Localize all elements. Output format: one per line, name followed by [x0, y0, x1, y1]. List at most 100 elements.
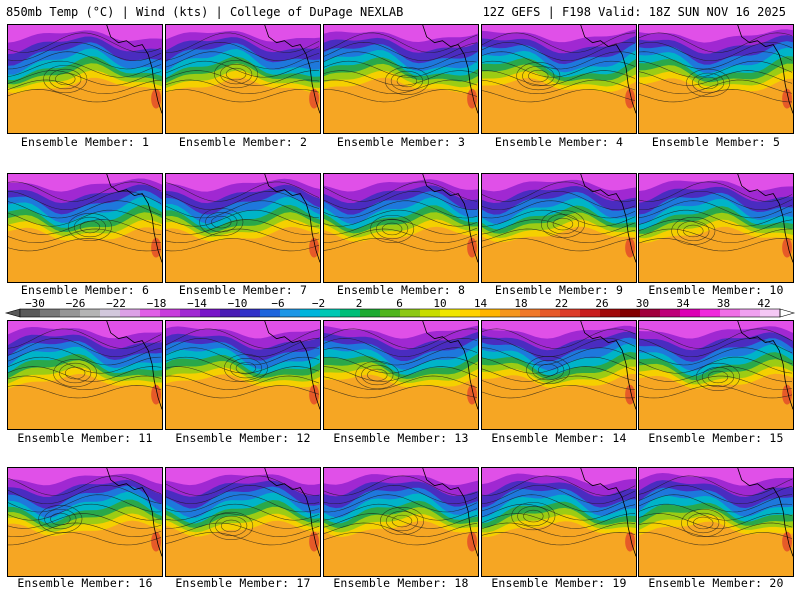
colorbar-swatch	[220, 309, 241, 317]
map-title: 850mb Temp (°C) | Wind (kts) | College o…	[6, 5, 404, 19]
colorbar-swatch	[100, 309, 121, 317]
colorbar-swatch	[680, 309, 701, 317]
temperature-field	[482, 174, 636, 282]
colorbar-tick-label: −18	[147, 297, 167, 310]
colorbar-swatch	[320, 309, 341, 317]
ensemble-member-label-15: Ensemble Member: 15	[648, 431, 784, 445]
temperature-field	[166, 321, 320, 429]
colorbar-swatch	[520, 309, 541, 317]
colorbar-tick-label: −14	[187, 297, 207, 310]
temperature-field	[324, 321, 478, 429]
temperature-field	[324, 25, 478, 133]
ensemble-member-label-1: Ensemble Member: 1	[20, 135, 150, 149]
temperature-field	[8, 468, 162, 576]
colorbar-tick-label: 10	[433, 297, 446, 310]
colorbar-swatch	[300, 309, 321, 317]
colorbar-swatch	[60, 309, 81, 317]
ensemble-member-label-6: Ensemble Member: 6	[20, 283, 150, 297]
colorbar-swatch	[500, 309, 521, 317]
ensemble-member-label-4: Ensemble Member: 4	[494, 135, 624, 149]
colorbar-max-arrow	[779, 308, 796, 318]
ensemble-member-label-7: Ensemble Member: 7	[178, 283, 308, 297]
colorbar-tick-label: −30	[25, 297, 45, 310]
ensemble-member-label-12: Ensemble Member: 12	[175, 431, 311, 445]
temperature-colorbar: −30 −26 −22 −18 −14 −10 −6 −2 2 6 10 14 18 22 26 30 34 38…	[0, 297, 800, 321]
temperature-field	[482, 25, 636, 133]
ensemble-member-label-10: Ensemble Member: 10	[648, 283, 784, 297]
colorbar-swatch	[480, 309, 501, 317]
ensemble-member-map-12	[165, 320, 321, 430]
ensemble-member-map-19	[481, 467, 637, 577]
colorbar-swatch	[740, 309, 761, 317]
colorbar-tick-label: 34	[676, 297, 690, 310]
ensemble-member-label-3: Ensemble Member: 3	[336, 135, 466, 149]
temperature-field	[324, 174, 478, 282]
colorbar-swatch	[240, 309, 261, 317]
ensemble-member-map-20	[638, 467, 794, 577]
ensemble-member-label-19: Ensemble Member: 19	[491, 576, 627, 590]
colorbar-swatch	[180, 309, 201, 317]
temperature-field	[639, 321, 793, 429]
ensemble-member-label-2: Ensemble Member: 2	[178, 135, 308, 149]
ensemble-member-map-13	[323, 320, 479, 430]
colorbar-graphic: −30 −26 −22 −18 −14 −10 −6 −2 2 6 10 14 18 22 26 30 34 38…	[4, 297, 796, 318]
ensemble-member-label-5: Ensemble Member: 5	[651, 135, 781, 149]
colorbar-tick-label: −2	[312, 297, 325, 310]
ensemble-member-map-9	[481, 173, 637, 283]
ensemble-member-label-9: Ensemble Member: 9	[494, 283, 624, 297]
colorbar-swatch	[660, 309, 681, 317]
temperature-field	[8, 174, 162, 282]
colorbar-swatch	[600, 309, 621, 317]
ensemble-member-label-14: Ensemble Member: 14	[491, 431, 627, 445]
colorbar-tick-label: 18	[514, 297, 527, 310]
ensemble-member-label-11: Ensemble Member: 11	[17, 431, 153, 445]
colorbar-swatch	[340, 309, 361, 317]
temperature-field	[166, 25, 320, 133]
colorbar-swatch	[620, 309, 641, 317]
ensemble-member-map-6	[7, 173, 163, 283]
ensemble-member-map-11	[7, 320, 163, 430]
temperature-field	[639, 174, 793, 282]
colorbar-swatch	[720, 309, 741, 317]
colorbar-tick-label: −22	[106, 297, 126, 310]
ensemble-member-label-18: Ensemble Member: 18	[333, 576, 469, 590]
colorbar-swatch	[200, 309, 221, 317]
colorbar-swatch	[360, 309, 381, 317]
ensemble-member-map-18	[323, 467, 479, 577]
ensemble-member-map-7	[165, 173, 321, 283]
colorbar-swatch	[160, 309, 181, 317]
colorbar-swatch	[20, 309, 41, 317]
ensemble-member-map-15	[638, 320, 794, 430]
colorbar-swatch	[120, 309, 141, 317]
temperature-field	[482, 321, 636, 429]
colorbar-tick-label: 2	[356, 297, 363, 310]
temperature-field	[324, 468, 478, 576]
ensemble-member-map-16	[7, 467, 163, 577]
ensemble-member-label-8: Ensemble Member: 8	[336, 283, 466, 297]
colorbar-swatch	[580, 309, 601, 317]
temperature-field	[166, 174, 320, 282]
ensemble-member-label-13: Ensemble Member: 13	[333, 431, 469, 445]
ensemble-member-label-20: Ensemble Member: 20	[648, 576, 784, 590]
colorbar-tick-label: −26	[66, 297, 86, 310]
ensemble-member-map-5	[638, 24, 794, 134]
colorbar-swatch	[540, 309, 561, 317]
colorbar-swatch	[760, 309, 781, 317]
ensemble-member-label-17: Ensemble Member: 17	[175, 576, 311, 590]
colorbar-swatch	[380, 309, 401, 317]
model-run-info: 12Z GEFS | F198 Valid: 18Z SUN NOV 16 20…	[482, 5, 786, 19]
colorbar-swatch	[640, 309, 661, 317]
ensemble-member-map-1	[7, 24, 163, 134]
colorbar-swatch	[400, 309, 421, 317]
temperature-field	[8, 25, 162, 133]
colorbar-tick-label: 6	[396, 297, 403, 310]
colorbar-swatch	[80, 309, 101, 317]
colorbar-tick-label: −10	[228, 297, 248, 310]
colorbar-swatch	[440, 309, 461, 317]
ensemble-member-map-8	[323, 173, 479, 283]
colorbar-swatch	[140, 309, 161, 317]
colorbar-tick-label: 14	[474, 297, 488, 310]
temperature-field	[8, 321, 162, 429]
ensemble-member-map-2	[165, 24, 321, 134]
colorbar-tick-label: 30	[636, 297, 649, 310]
